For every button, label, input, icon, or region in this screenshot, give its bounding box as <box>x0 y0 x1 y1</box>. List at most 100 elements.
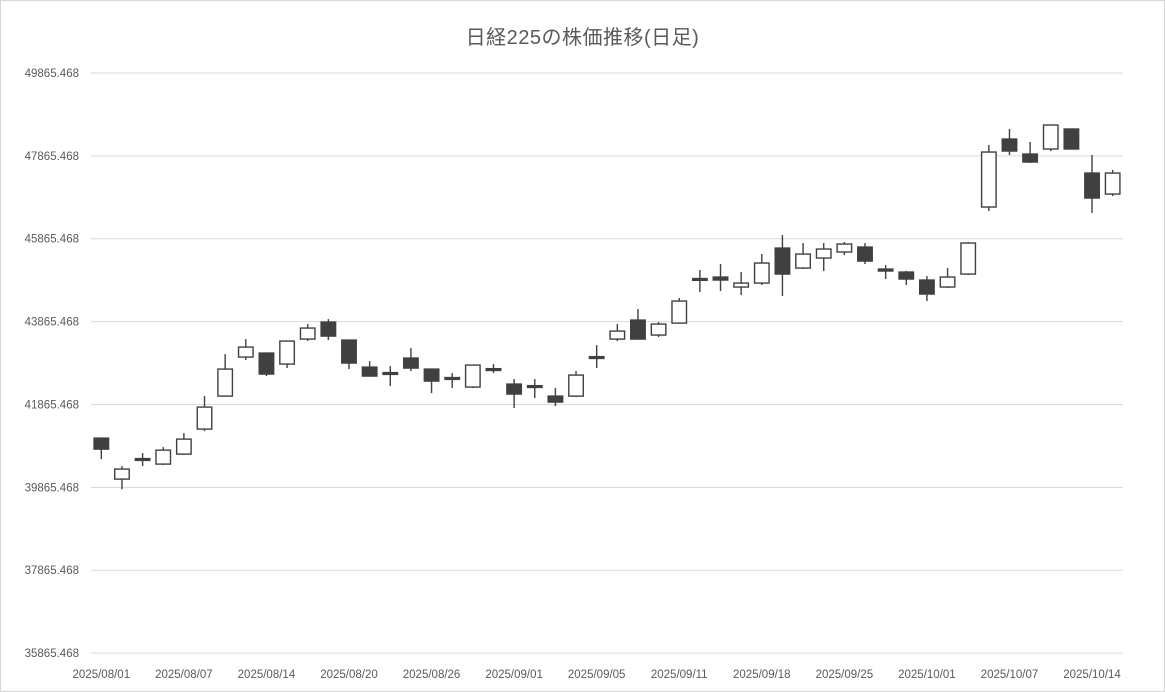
candle-body-down <box>361 366 378 377</box>
candlestick[interactable] <box>93 437 110 460</box>
candlestick[interactable] <box>630 309 646 340</box>
candlestick[interactable] <box>444 373 461 389</box>
candlestick[interactable] <box>134 453 151 467</box>
candle-body-up <box>1042 124 1059 150</box>
candle-body-down <box>547 395 564 403</box>
candle-body-down <box>341 339 357 364</box>
candle-body-up <box>939 276 956 288</box>
candlestick[interactable] <box>341 339 357 370</box>
candle-body-up <box>237 346 254 358</box>
candlestick[interactable] <box>1001 128 1018 156</box>
candle-body-down <box>382 371 399 376</box>
candlestick[interactable] <box>815 243 832 272</box>
candlestick[interactable] <box>609 324 626 342</box>
candle-body-up <box>568 374 584 397</box>
candle-body-up <box>960 242 977 275</box>
x-tick-label: 2025/08/07 <box>155 669 213 681</box>
candle-body-down <box>423 368 440 382</box>
candle-body-up <box>155 449 172 465</box>
y-tick-label: 39865.468 <box>25 482 79 494</box>
candle-body-up <box>753 262 770 284</box>
chart-title: 日経225の株価推移(日足) <box>465 27 700 49</box>
candlestick[interactable] <box>382 366 399 387</box>
candle-body-up <box>299 327 316 340</box>
y-tick-label: 35865.468 <box>25 648 79 660</box>
candle-body-down <box>1001 138 1018 152</box>
candlestick[interactable] <box>568 371 584 398</box>
candle-body-down <box>402 357 419 369</box>
candlestick[interactable] <box>960 242 977 276</box>
candlestick[interactable] <box>506 379 523 409</box>
candle-body-up <box>279 340 296 365</box>
candle-body-down <box>258 352 275 375</box>
candlestick[interactable] <box>464 364 481 389</box>
candlestick[interactable] <box>402 348 419 372</box>
candlestick[interactable] <box>526 379 543 399</box>
candlestick[interactable] <box>361 361 378 377</box>
candlestick[interactable] <box>712 264 729 292</box>
x-tick-label: 2025/09/25 <box>816 669 874 681</box>
candlestick[interactable] <box>650 322 667 338</box>
candlestick[interactable] <box>836 242 853 256</box>
candlestick[interactable] <box>175 433 192 455</box>
candlestick[interactable] <box>299 324 316 342</box>
candle-body-up <box>464 364 481 388</box>
candlestick[interactable] <box>1104 170 1121 197</box>
candlestick[interactable] <box>671 298 688 324</box>
candle-body-down <box>320 321 337 337</box>
candlestick[interactable] <box>485 364 502 374</box>
candlestick[interactable] <box>1063 128 1080 150</box>
candle-body-down <box>712 276 729 281</box>
candle-body-up <box>980 151 997 208</box>
x-tick-label: 2025/09/18 <box>733 669 791 681</box>
candlestick[interactable] <box>114 466 130 490</box>
x-tick-label: 2025/08/20 <box>320 669 378 681</box>
x-tick-label: 2025/09/01 <box>485 669 543 681</box>
candle-body-up <box>733 282 750 288</box>
candle-body-down <box>134 457 151 462</box>
candlestick[interactable] <box>774 235 791 297</box>
candle-body-down <box>774 247 791 275</box>
candlestick[interactable] <box>1042 124 1059 152</box>
candlestick[interactable] <box>237 339 254 361</box>
candle-body-up <box>815 248 832 259</box>
y-tick-label: 43865.468 <box>25 317 79 329</box>
candlestick[interactable] <box>795 243 812 270</box>
candle-body-up <box>671 300 688 324</box>
y-tick-label: 49865.468 <box>25 68 79 80</box>
candlestick[interactable] <box>939 268 956 289</box>
x-tick-label: 2025/10/01 <box>898 669 956 681</box>
candlestick[interactable] <box>898 270 915 286</box>
candlestick[interactable] <box>1084 155 1100 214</box>
candle-body-up <box>1104 172 1121 195</box>
candlestick[interactable] <box>1022 142 1039 164</box>
candlestick[interactable] <box>733 272 750 296</box>
candlestick[interactable] <box>857 243 873 265</box>
candlestick[interactable] <box>918 276 935 302</box>
candle-body-up <box>114 468 130 480</box>
candlestick[interactable] <box>691 270 708 293</box>
candlestick[interactable] <box>423 368 440 394</box>
candlestick[interactable] <box>320 319 337 341</box>
y-tick-label: 37865.468 <box>25 565 79 577</box>
candlestick[interactable] <box>155 447 172 466</box>
candlestick[interactable] <box>753 254 770 286</box>
x-tick-label: 2025/09/11 <box>651 669 708 681</box>
candle-body-up <box>175 438 192 455</box>
candlestick[interactable] <box>258 352 275 377</box>
candle-body-down <box>877 268 894 272</box>
candle-body-down <box>444 376 461 381</box>
x-tick-label: 2025/08/01 <box>73 669 131 681</box>
candlestick[interactable] <box>217 354 234 397</box>
candle-body-up <box>609 330 626 340</box>
candlestick[interactable] <box>279 340 296 369</box>
candle-body-down <box>1084 172 1100 199</box>
candlestick[interactable] <box>877 265 894 280</box>
candlestick[interactable] <box>588 345 605 369</box>
candle-body-up <box>795 253 812 269</box>
candlestick[interactable] <box>980 145 997 212</box>
candlestick[interactable] <box>547 388 564 407</box>
candle-body-down <box>1063 128 1080 150</box>
candlestick[interactable] <box>196 396 213 432</box>
